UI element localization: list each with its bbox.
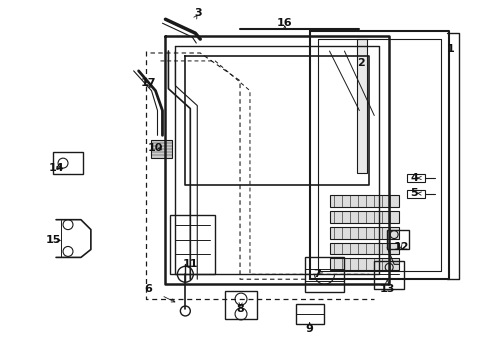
Text: 17: 17 <box>141 78 156 88</box>
Bar <box>329 258 399 270</box>
Text: 3: 3 <box>195 8 202 18</box>
Bar <box>150 140 172 158</box>
Bar <box>407 190 425 198</box>
Bar <box>407 174 425 182</box>
Text: 11: 11 <box>183 259 198 269</box>
Bar <box>374 261 404 289</box>
Bar <box>53 152 83 174</box>
Text: 5: 5 <box>410 188 418 198</box>
Text: 14: 14 <box>48 163 64 173</box>
Bar <box>305 257 344 292</box>
Text: 8: 8 <box>236 304 244 314</box>
Text: 6: 6 <box>145 284 152 294</box>
Text: 16: 16 <box>277 18 293 28</box>
Bar <box>329 227 399 239</box>
Text: 2: 2 <box>358 58 365 68</box>
Text: 7: 7 <box>314 269 321 279</box>
Text: 10: 10 <box>148 143 163 153</box>
Bar <box>329 195 399 207</box>
Bar <box>329 243 399 255</box>
Text: 4: 4 <box>410 173 418 183</box>
Bar <box>387 230 409 249</box>
Text: 13: 13 <box>379 284 395 294</box>
Text: 12: 12 <box>393 243 409 252</box>
Text: 9: 9 <box>306 324 314 334</box>
Bar <box>329 211 399 223</box>
Bar <box>295 304 323 324</box>
Text: 1: 1 <box>447 44 455 54</box>
Text: 15: 15 <box>46 234 61 244</box>
Bar <box>171 215 215 274</box>
Bar <box>225 291 257 319</box>
Bar <box>357 39 368 173</box>
